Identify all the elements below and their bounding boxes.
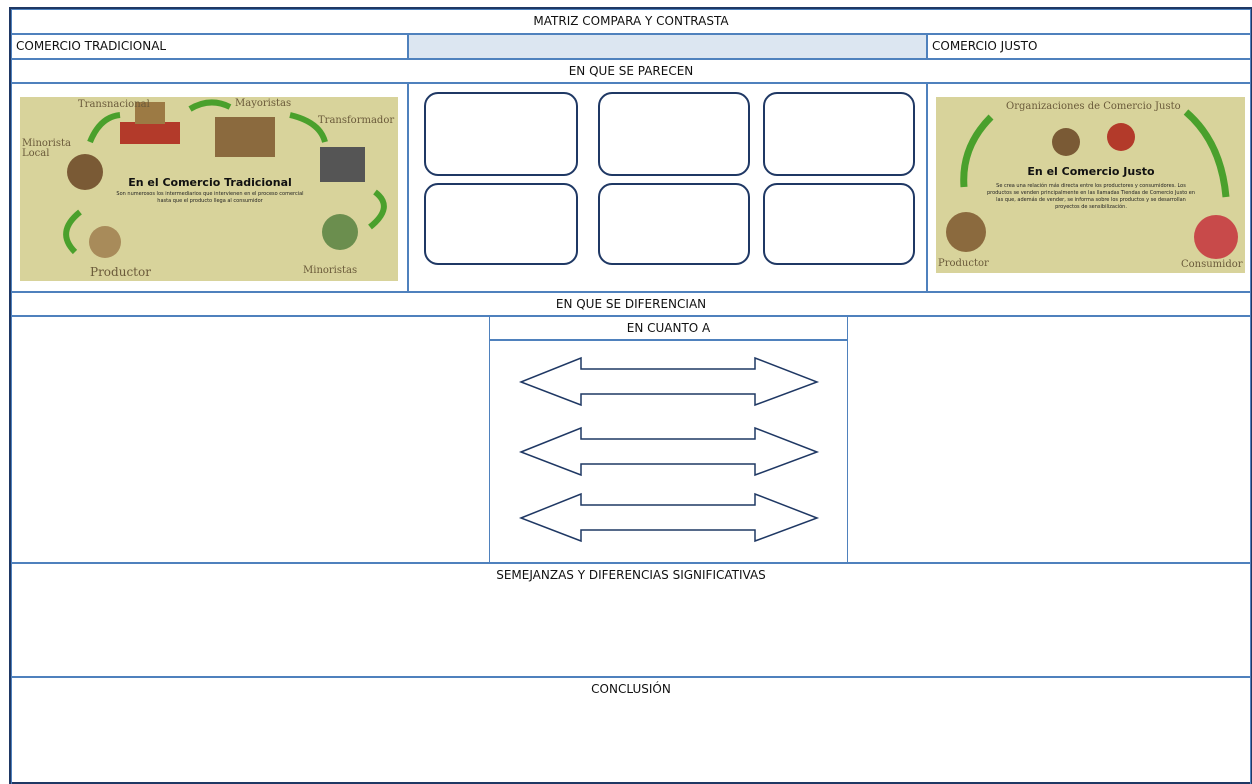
- traditional-illustration: Transnacional Mayoristas Transformador M…: [20, 97, 398, 281]
- label: Minoristas: [303, 265, 358, 276]
- answer-box: [763, 183, 915, 265]
- illustration-art: [946, 109, 1238, 259]
- answer-box: [598, 183, 750, 265]
- left-header: COMERCIO TRADICIONAL: [11, 34, 408, 59]
- conclusion-section: CONCLUSIÓN: [11, 677, 1251, 784]
- double-arrow: [518, 426, 820, 477]
- label: Productor: [90, 265, 151, 279]
- illustration-art: [63, 99, 387, 258]
- different-heading: EN QUE SE DIFERENCIAN: [11, 292, 1251, 316]
- label: Consumidor: [1181, 259, 1243, 270]
- label: Organizaciones de Comercio Justo: [1006, 101, 1181, 112]
- image-caption: Son numerosos los intermediarios que int…: [116, 191, 304, 204]
- significant-section: SEMEJANZAS Y DIFERENCIAS SIGNIFICATIVAS: [11, 563, 1251, 677]
- answer-box: [424, 92, 578, 176]
- label: Transformador: [318, 115, 395, 126]
- aspect-heading: EN CUANTO A: [489, 316, 848, 340]
- label: Minorista Local: [22, 138, 71, 159]
- double-arrow: [518, 356, 820, 407]
- title: MATRIZ COMPARA Y CONTRASTA: [11, 9, 1251, 34]
- image-heading: En el Comercio Justo: [1027, 165, 1155, 178]
- image-heading: En el Comercio Tradicional: [128, 176, 292, 189]
- right-header: COMERCIO JUSTO: [927, 34, 1251, 59]
- answer-box: [598, 92, 750, 176]
- answer-box: [763, 92, 915, 176]
- right-image-cell: [927, 83, 1251, 292]
- left-image-cell: [11, 83, 408, 292]
- label: Mayoristas: [235, 98, 292, 109]
- similarities-cell: [408, 83, 927, 292]
- label: Productor: [938, 258, 989, 269]
- label: Transnacional: [78, 99, 150, 110]
- fair-illustration: Organizaciones de Comercio Justo Product…: [936, 97, 1245, 273]
- answer-box: [424, 183, 578, 265]
- double-arrow: [518, 492, 820, 543]
- double-arrows: [518, 356, 820, 543]
- middle-header: [408, 34, 927, 59]
- image-caption: Se crea una relación más directa entre l…: [986, 183, 1196, 210]
- worksheet: [9, 7, 1252, 784]
- aspect-cell: [489, 340, 848, 563]
- similar-heading: EN QUE SE PARECEN: [11, 59, 1251, 83]
